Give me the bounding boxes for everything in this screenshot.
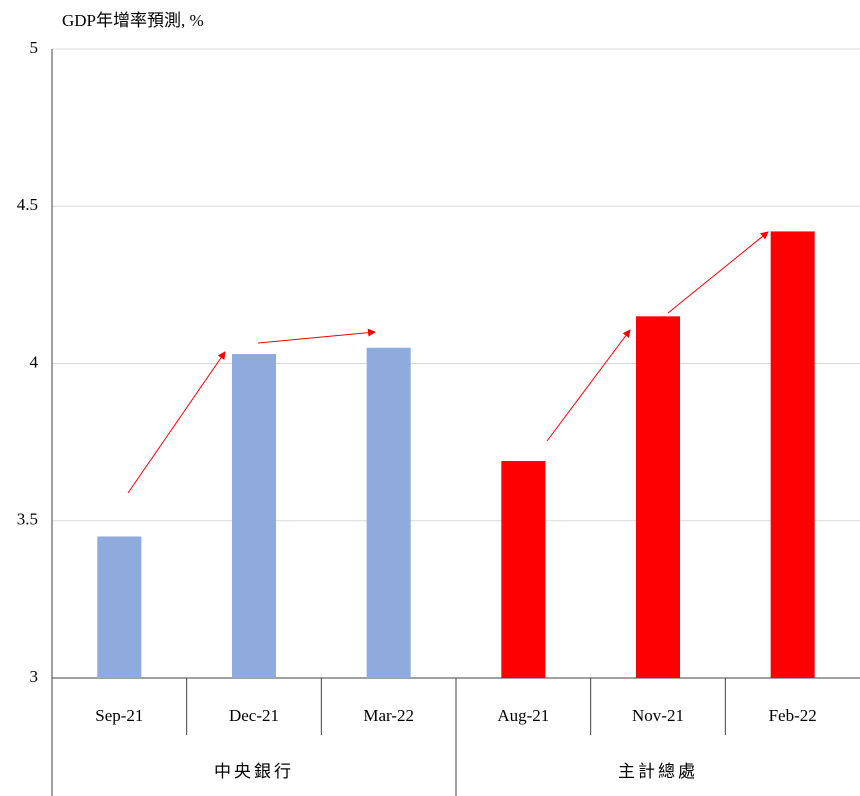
bar bbox=[232, 354, 276, 678]
bar bbox=[366, 347, 411, 678]
y-tick-label: 3.5 bbox=[17, 510, 38, 529]
trend-arrows bbox=[127, 231, 769, 494]
y-tick-label: 5 bbox=[30, 38, 39, 57]
y-tick-label: 3 bbox=[30, 667, 39, 686]
x-tick-label: Nov-21 bbox=[632, 706, 684, 725]
bar bbox=[501, 460, 546, 678]
y-tick-label: 4.5 bbox=[17, 195, 38, 214]
arrow bbox=[257, 328, 376, 344]
x-tick-label: Mar-22 bbox=[363, 706, 414, 725]
chart-title: GDP年增率預測, % bbox=[62, 11, 204, 30]
y-tick-label: 4 bbox=[30, 352, 39, 371]
bar bbox=[97, 536, 142, 678]
arrow bbox=[127, 351, 226, 494]
plot-area: 3 3.5 4 4.5 5 Sep-21 Dec-21 Mar-22 中央銀行 Aug-21 Nov… bbox=[17, 38, 860, 796]
arrow bbox=[667, 231, 769, 314]
bar bbox=[770, 231, 815, 678]
x-tick-label: Aug-21 bbox=[497, 706, 549, 725]
group-label: 主計總處 bbox=[618, 762, 698, 781]
x-tick-label: Sep-21 bbox=[95, 706, 143, 725]
bar bbox=[636, 316, 680, 678]
x-tick-label: Feb-22 bbox=[769, 706, 817, 725]
x-tick-label: Dec-21 bbox=[229, 706, 279, 725]
group-label: 中央銀行 bbox=[214, 762, 294, 781]
arrow bbox=[546, 329, 631, 442]
